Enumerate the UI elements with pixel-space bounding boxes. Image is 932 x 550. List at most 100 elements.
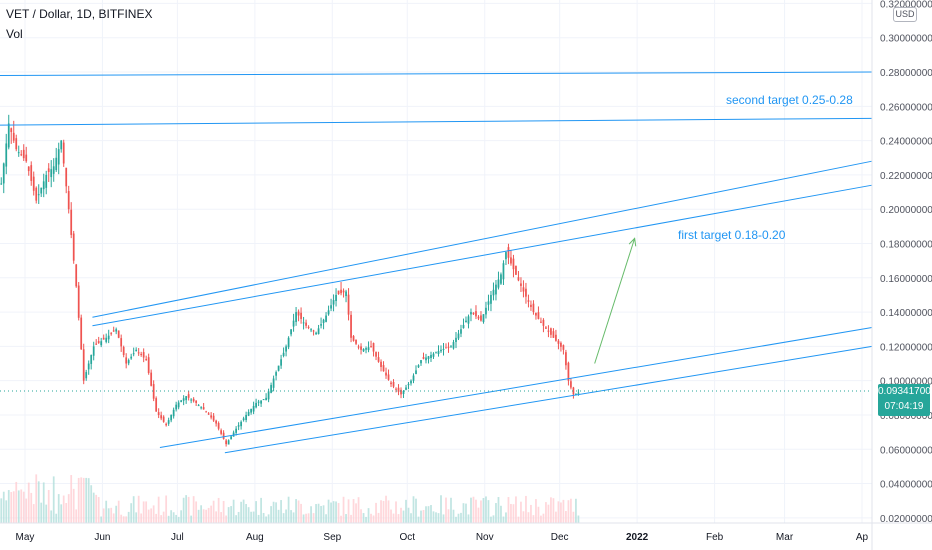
- volume-bar: [387, 500, 390, 523]
- candle-body: [380, 361, 382, 367]
- candle-body: [195, 400, 198, 403]
- candle-body: [70, 209, 73, 235]
- volume-bar: [167, 515, 170, 523]
- candle-body: [335, 294, 337, 302]
- volume-bar: [320, 505, 322, 523]
- candle-body: [320, 324, 322, 326]
- candle-body: [137, 352, 140, 354]
- candle-body: [32, 176, 35, 191]
- target-arrow[interactable]: [594, 237, 637, 364]
- volume-bar: [515, 496, 517, 523]
- volume-bar: [505, 512, 507, 523]
- volume-bar: [500, 505, 502, 523]
- volume-bar: [22, 491, 25, 523]
- candle-body: [157, 412, 160, 415]
- candle-body: [355, 339, 357, 344]
- candle-body: [110, 333, 113, 335]
- candle-body: [530, 304, 532, 307]
- candle-body: [317, 328, 320, 335]
- candle-body: [257, 401, 260, 403]
- candle-body: [197, 405, 200, 407]
- volume-bar: [72, 488, 75, 523]
- trendlines[interactable]: [0, 71, 873, 454]
- volume-bar: [427, 506, 430, 523]
- candle-body: [345, 291, 347, 297]
- volume-bar: [225, 515, 227, 523]
- volume-bar: [175, 514, 178, 523]
- volume-bar: [335, 501, 337, 523]
- volume-bar: [295, 499, 297, 523]
- candle-body: [142, 352, 145, 358]
- volume-bar: [472, 496, 475, 523]
- candle-body: [437, 351, 440, 354]
- candle-body: [327, 310, 330, 315]
- candle-body: [385, 372, 387, 376]
- channel-line: [224, 345, 873, 454]
- time-axis[interactable]: May Jun Jul Aug Sep Oct Nov Dec 2022 Feb Mar Ap: [16, 532, 869, 543]
- volume-bar: [182, 497, 185, 523]
- volume-bar: [340, 515, 342, 523]
- volume-bar: [132, 496, 135, 523]
- volume-bar: [450, 497, 452, 523]
- candle-body: [502, 263, 505, 280]
- volume-bar: [75, 509, 78, 523]
- price-tick-label: 0.04000000: [880, 480, 932, 491]
- price-axis[interactable]: 0.02000000 0.04000000 0.06000000 0.08000000…: [880, 0, 932, 525]
- volume-bar: [330, 502, 332, 523]
- volume-bar: [345, 514, 347, 523]
- annotation-second-target[interactable]: second target 0.25-0.28: [726, 93, 853, 107]
- candle-body: [90, 354, 93, 364]
- candle-body: [545, 327, 547, 329]
- volume-bar: [245, 504, 247, 523]
- volume-bar: [102, 508, 105, 523]
- candle-body: [370, 346, 372, 348]
- volume-bar: [185, 495, 188, 523]
- volume-bar: [117, 500, 120, 523]
- candle-body: [155, 398, 158, 412]
- candle-body: [275, 372, 277, 376]
- candle-body: [415, 370, 417, 375]
- volume-bar: [275, 502, 277, 523]
- candle-body: [240, 421, 242, 427]
- candle-body: [162, 416, 165, 422]
- candle-body: [570, 381, 572, 388]
- volume-bar: [110, 507, 113, 523]
- annotation-first-target[interactable]: first target 0.18-0.20: [678, 228, 786, 242]
- candle-body: [117, 330, 120, 338]
- volume-bar: [40, 502, 43, 523]
- volume-bar: [297, 500, 300, 523]
- volume-bar: [350, 514, 352, 523]
- volume-bar: [65, 502, 68, 523]
- currency-badge[interactable]: USD: [893, 7, 917, 22]
- candle-body: [347, 294, 350, 315]
- volume-bar: [437, 513, 440, 523]
- volume-bar: [570, 498, 572, 523]
- candle-body: [362, 348, 365, 352]
- candle-body: [42, 181, 45, 190]
- volume-bar: [492, 515, 495, 523]
- volume-bar: [190, 515, 193, 523]
- candle-body: [30, 165, 33, 181]
- volume-bar: [470, 497, 472, 523]
- candle-body: [282, 352, 285, 356]
- volume-bar: [457, 513, 460, 523]
- volume-bar: [310, 506, 312, 523]
- volume-indicator-label[interactable]: Vol: [6, 27, 23, 41]
- candle-body: [15, 138, 18, 150]
- volume-bar: [527, 512, 530, 523]
- candle-body: [300, 312, 302, 319]
- volume-bar: [2, 491, 5, 523]
- candle-body: [352, 336, 355, 341]
- volume-bar: [77, 477, 80, 523]
- candle-body: [485, 307, 487, 315]
- volume-bar: [222, 500, 225, 523]
- candle-body: [20, 154, 23, 156]
- volume-bar: [165, 495, 168, 523]
- volume-bar: [232, 499, 235, 523]
- volume-bar: [242, 499, 245, 523]
- volume-bar: [557, 501, 560, 523]
- time-tick-label: Feb: [706, 532, 724, 543]
- candle-body: [330, 305, 332, 309]
- candle-body: [557, 340, 560, 344]
